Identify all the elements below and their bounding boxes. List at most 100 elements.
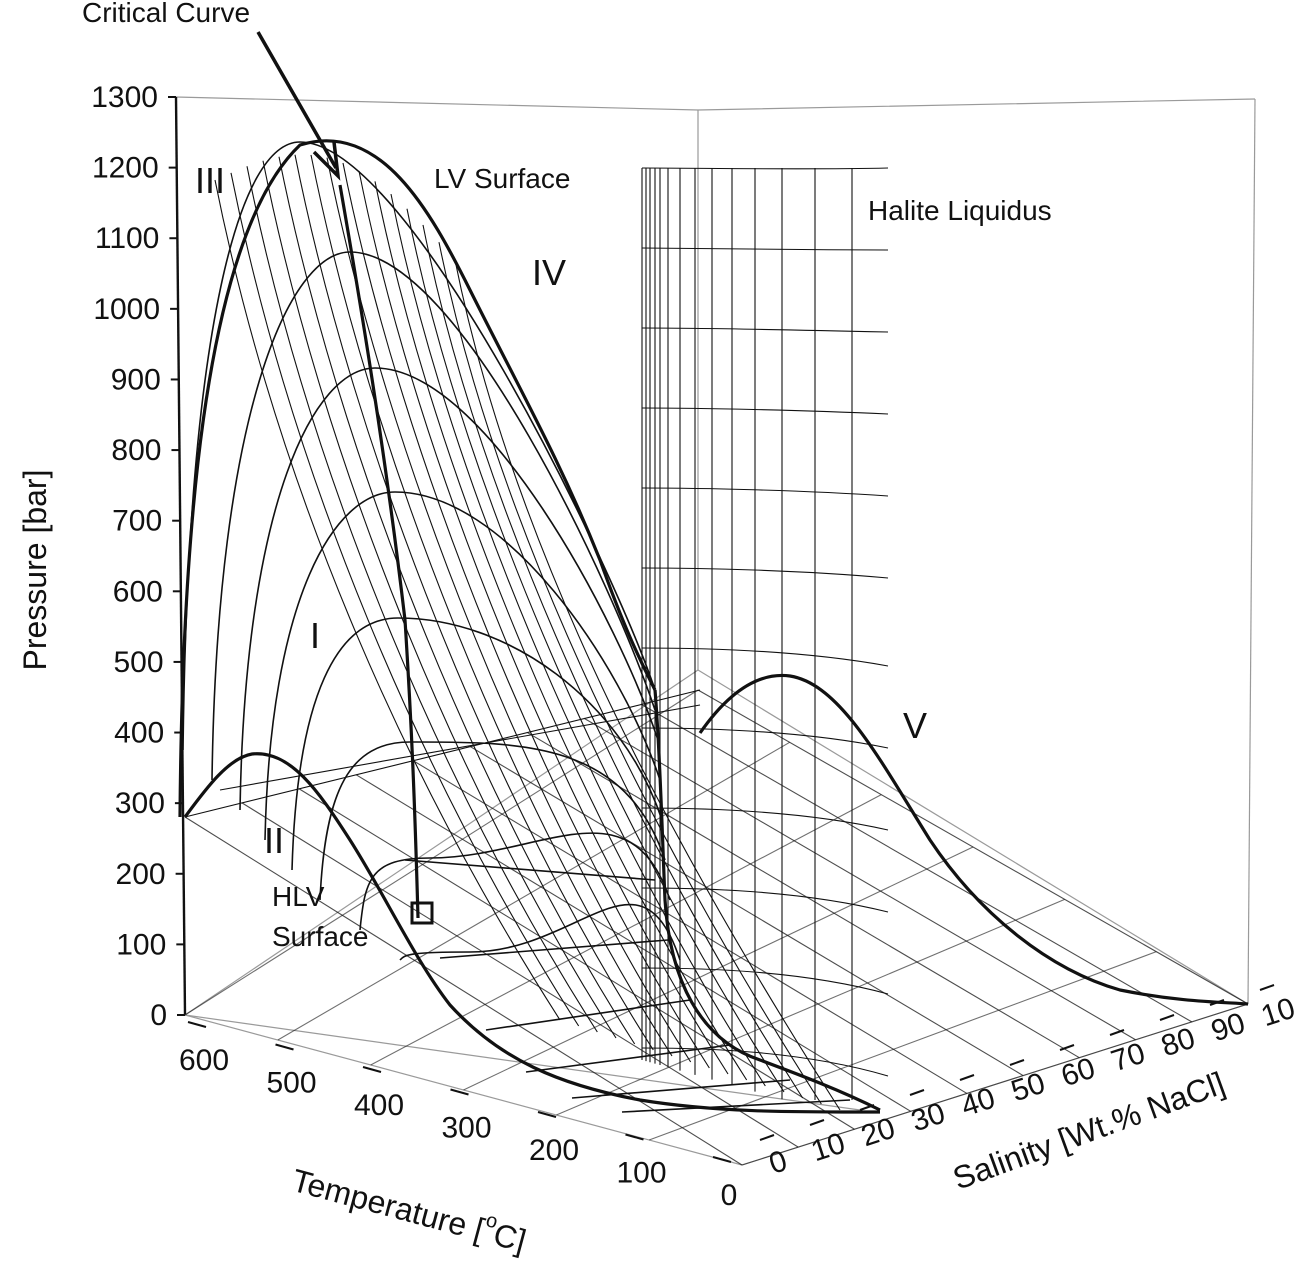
hlv-bold-rung — [571, 1079, 791, 1099]
hlv-surface-label-line2: Surface — [272, 921, 369, 952]
temperature-tick-label: 300 — [441, 1112, 491, 1145]
floor-grid-line — [298, 788, 855, 1130]
lv-mesh-line — [358, 170, 729, 1075]
halite-wall-horizontal-line — [641, 727, 889, 749]
pressure-tick-label: 1200 — [92, 152, 159, 185]
temperature-tick-label: 0 — [721, 1179, 738, 1212]
salinity-tick-mark — [1009, 1059, 1025, 1066]
bold-curves — [178, 139, 1249, 1114]
lv-front-edge — [653, 689, 881, 1112]
floor-grid-line — [370, 794, 882, 1066]
salinity-tick-label: 90 — [1207, 1007, 1249, 1049]
halite-wall-horizontal-line — [641, 407, 889, 415]
salinity-tick-mark — [809, 1119, 825, 1126]
lv-surface-label: LV Surface — [434, 163, 570, 194]
lv-mesh-line — [454, 259, 841, 1111]
temperature-tick-label: 500 — [266, 1067, 316, 1100]
temperature-tick-mark — [537, 1111, 557, 1118]
halite-liquidus-wall — [641, 167, 889, 1100]
lv-mesh-line — [374, 181, 748, 1081]
critical-curve-arrow — [256, 31, 341, 181]
temperature-tick-mark — [362, 1066, 382, 1073]
floor-grid-line — [277, 741, 790, 1041]
lv-mesh-line — [214, 179, 561, 1021]
hlv-surface-label-line1: HLV — [272, 881, 325, 912]
hlv-grid-line — [219, 704, 701, 791]
pressure-tick-label: 500 — [113, 646, 163, 679]
halite-wall-horizontal-lines — [641, 167, 889, 1077]
temperature-tick-label: 200 — [529, 1134, 579, 1167]
halite-wall-horizontal-line — [641, 1047, 889, 1077]
temperature-axis-title-degree: o — [484, 1209, 500, 1233]
floor-grid-line — [583, 717, 1136, 1041]
lv-mesh-line — [406, 208, 785, 1093]
floor-grid-line — [640, 703, 1193, 1023]
halite-wall-horizontal-line — [641, 567, 889, 579]
hlv-bold-rung — [525, 1044, 731, 1073]
halite-wall-horizontal-line — [641, 967, 889, 995]
lv-mesh-line — [230, 172, 580, 1027]
salinity-tick-label: 80 — [1157, 1022, 1199, 1064]
temperature-tick-mark — [450, 1088, 469, 1096]
lv-isotherm-curve — [359, 832, 671, 931]
hlv-bold-rung — [439, 939, 669, 959]
floor-grid-line — [241, 802, 799, 1148]
salinity-tick-mark — [1259, 984, 1275, 991]
lv-mesh-line — [246, 166, 598, 1033]
lv-mesh-line — [310, 154, 673, 1057]
salinity-tick-label: 10 — [1257, 992, 1299, 1034]
lv-mesh-line — [390, 193, 766, 1087]
lv-isotherm-curve — [211, 251, 656, 781]
pressure-tick-label: 1100 — [95, 222, 160, 255]
temperature-ticks: 600 500 400 300 200 100 0 — [179, 1021, 738, 1212]
hlv-bold-rung — [485, 999, 691, 1031]
region-i-label: I — [310, 615, 320, 656]
temperature-tick-mark — [187, 1021, 207, 1028]
lv-mesh-line — [278, 156, 636, 1045]
salinity-tick-mark — [759, 1134, 775, 1141]
temperature-axis-title-main: Temperature [ — [288, 1162, 488, 1248]
salinity-tick-label: 30 — [907, 1097, 949, 1139]
salinity-tick-mark — [909, 1089, 925, 1096]
hlv-bold-rung — [621, 1099, 851, 1113]
region-iv-label: IV — [532, 252, 566, 293]
halite-wall-horizontal-line — [641, 247, 889, 251]
floor-grid-line — [184, 689, 699, 1016]
critical-curve — [338, 184, 420, 919]
floor-grid-line — [184, 816, 743, 1166]
salinity-tick-label: 20 — [857, 1112, 899, 1154]
halite-wall-horizontal-line — [641, 647, 889, 667]
salinity-tick-mark — [1109, 1029, 1125, 1036]
halite-liquidus-label: Halite Liquidus — [868, 195, 1052, 226]
pressure-tick-label: 600 — [113, 575, 163, 608]
temperature-tick-mark — [712, 1156, 732, 1163]
lv-mesh-line — [342, 162, 710, 1069]
region-v-curve — [698, 673, 1249, 1006]
floor-grid-line — [556, 898, 1065, 1116]
pressure-axis-title: Pressure [bar] — [17, 470, 53, 671]
salinity-tick-label: 50 — [1007, 1067, 1049, 1109]
temperature-tick-label: 400 — [354, 1089, 404, 1122]
lv-isotherm-curve — [399, 903, 681, 961]
region-ii-label: II — [264, 820, 284, 861]
lv-mesh-line — [422, 224, 804, 1099]
hlv-marker-square — [410, 901, 434, 925]
pressure-tick-label: 400 — [114, 717, 164, 750]
pressure-tick-label: 1300 — [91, 81, 158, 114]
pressure-tick-label: 700 — [112, 505, 162, 538]
salinity-tick-label: 70 — [1107, 1037, 1149, 1079]
salinity-tick-label: 40 — [957, 1082, 999, 1124]
halite-wall-horizontal-line — [641, 167, 889, 170]
lv-surface-mesh — [182, 141, 841, 1111]
floor-grid-line — [463, 846, 974, 1091]
lv-outer-curve — [178, 139, 657, 818]
lv-mesh-line — [294, 154, 654, 1051]
hlv-bold-rung — [404, 859, 656, 881]
salinity-tick-mark — [1059, 1044, 1075, 1051]
pressure-tick-label: 0 — [150, 999, 167, 1032]
halite-wall-horizontal-line — [641, 887, 889, 913]
critical-curve-label: Critical Curve — [82, 0, 250, 28]
pressure-tick-label: 200 — [116, 858, 166, 891]
pressure-ticks: 0 100 200 300 400 500 600 700 800 900 1000 1100 1200… — [91, 81, 185, 1032]
